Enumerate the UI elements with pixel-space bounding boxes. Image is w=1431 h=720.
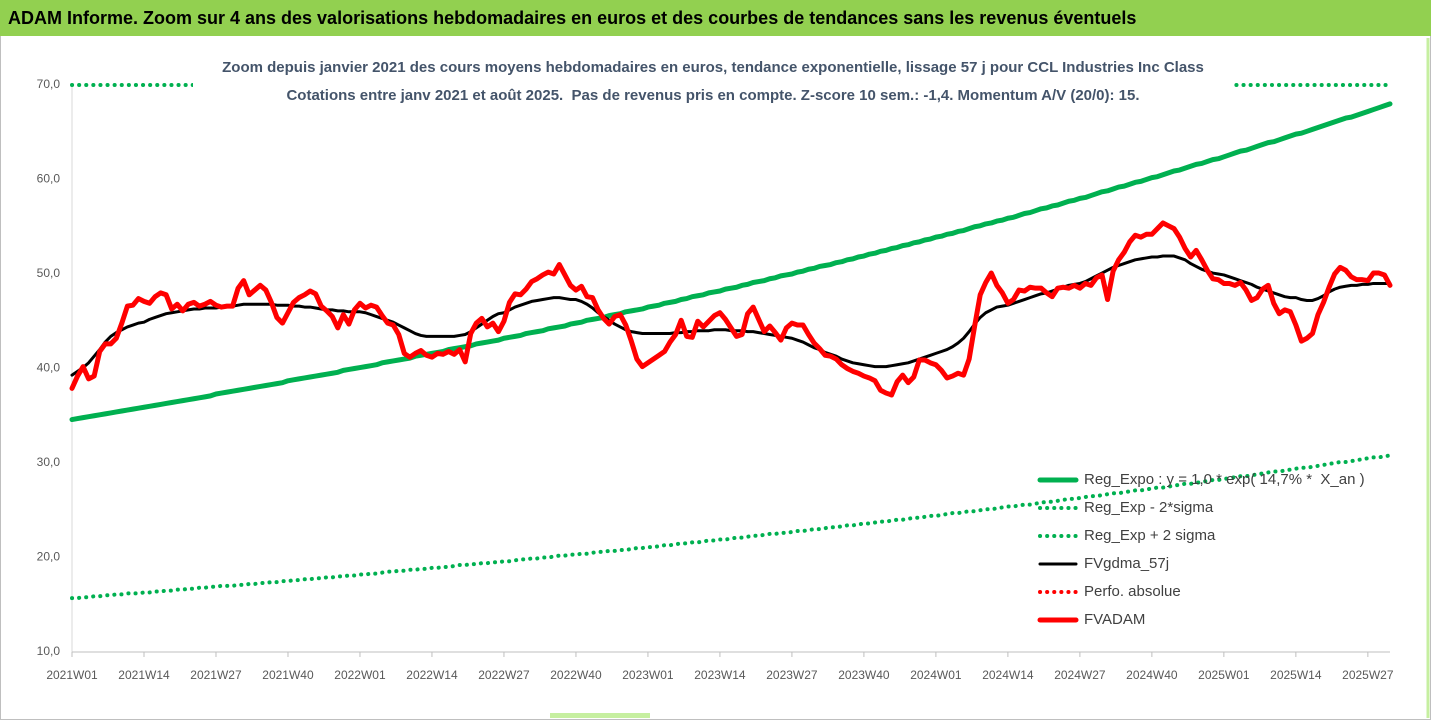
x-tick-label: 2024W40	[1126, 668, 1178, 682]
chart-subtitle: Cotations entre janv 2021 et août 2025. …	[286, 87, 1139, 104]
series-line	[69, 220, 1393, 398]
x-tick-label: 2022W01	[334, 668, 386, 682]
legend-label: Perfo. absolue	[1084, 583, 1181, 600]
x-tick-label: 2024W14	[982, 668, 1034, 682]
x-tick-label: 2025W27	[1342, 668, 1394, 682]
legend-label: Reg_Exp - 2*sigma	[1084, 499, 1214, 516]
title-box	[193, 54, 1234, 110]
header-bar	[0, 0, 1431, 36]
y-tick-label: 30,0	[37, 455, 61, 469]
legend-label: Reg_Exp + 2 sigma	[1084, 527, 1216, 544]
x-tick-label: 2025W01	[1198, 668, 1250, 682]
x-tick-label: 2023W40	[838, 668, 890, 682]
legend: Reg_Expo : y = 1,0 * exp( 14,7% * X_an )…	[1037, 471, 1365, 628]
y-tick-label: 20,0	[37, 550, 61, 564]
series-line	[70, 453, 1392, 601]
series-line	[69, 101, 1393, 423]
x-tick-label: 2023W01	[622, 668, 674, 682]
chart-title: Zoom depuis janvier 2021 des cours moyen…	[222, 59, 1204, 76]
header-title: ADAM Informe. Zoom sur 4 ans des valoris…	[8, 8, 1136, 28]
x-tick-label: 2024W01	[910, 668, 962, 682]
legend-label: FVADAM	[1084, 611, 1145, 628]
x-tick-label: 2024W27	[1054, 668, 1106, 682]
x-tick-label: 2021W14	[118, 668, 170, 682]
x-tick-label: 2022W14	[406, 668, 458, 682]
legend-label: FVgdma_57j	[1084, 555, 1169, 572]
frame-accent	[550, 713, 650, 718]
x-tick-label: 2023W14	[694, 668, 746, 682]
y-tick-label: 10,0	[37, 644, 61, 658]
x-tick-label: 2021W27	[190, 668, 242, 682]
legend-label: Reg_Expo : y = 1,0 * exp( 14,7% * X_an )	[1084, 471, 1365, 488]
x-tick-label: 2025W14	[1270, 668, 1322, 682]
x-tick-label: 2021W40	[262, 668, 314, 682]
y-tick-label: 40,0	[37, 361, 61, 375]
y-tick-label: 60,0	[37, 172, 61, 186]
y-tick-label: 70,0	[37, 77, 61, 91]
x-tick-label: 2022W40	[550, 668, 602, 682]
x-tick-label: 2023W27	[766, 668, 818, 682]
x-tick-label: 2022W27	[478, 668, 530, 682]
y-tick-label: 50,0	[37, 266, 61, 280]
x-tick-label: 2021W01	[46, 668, 98, 682]
